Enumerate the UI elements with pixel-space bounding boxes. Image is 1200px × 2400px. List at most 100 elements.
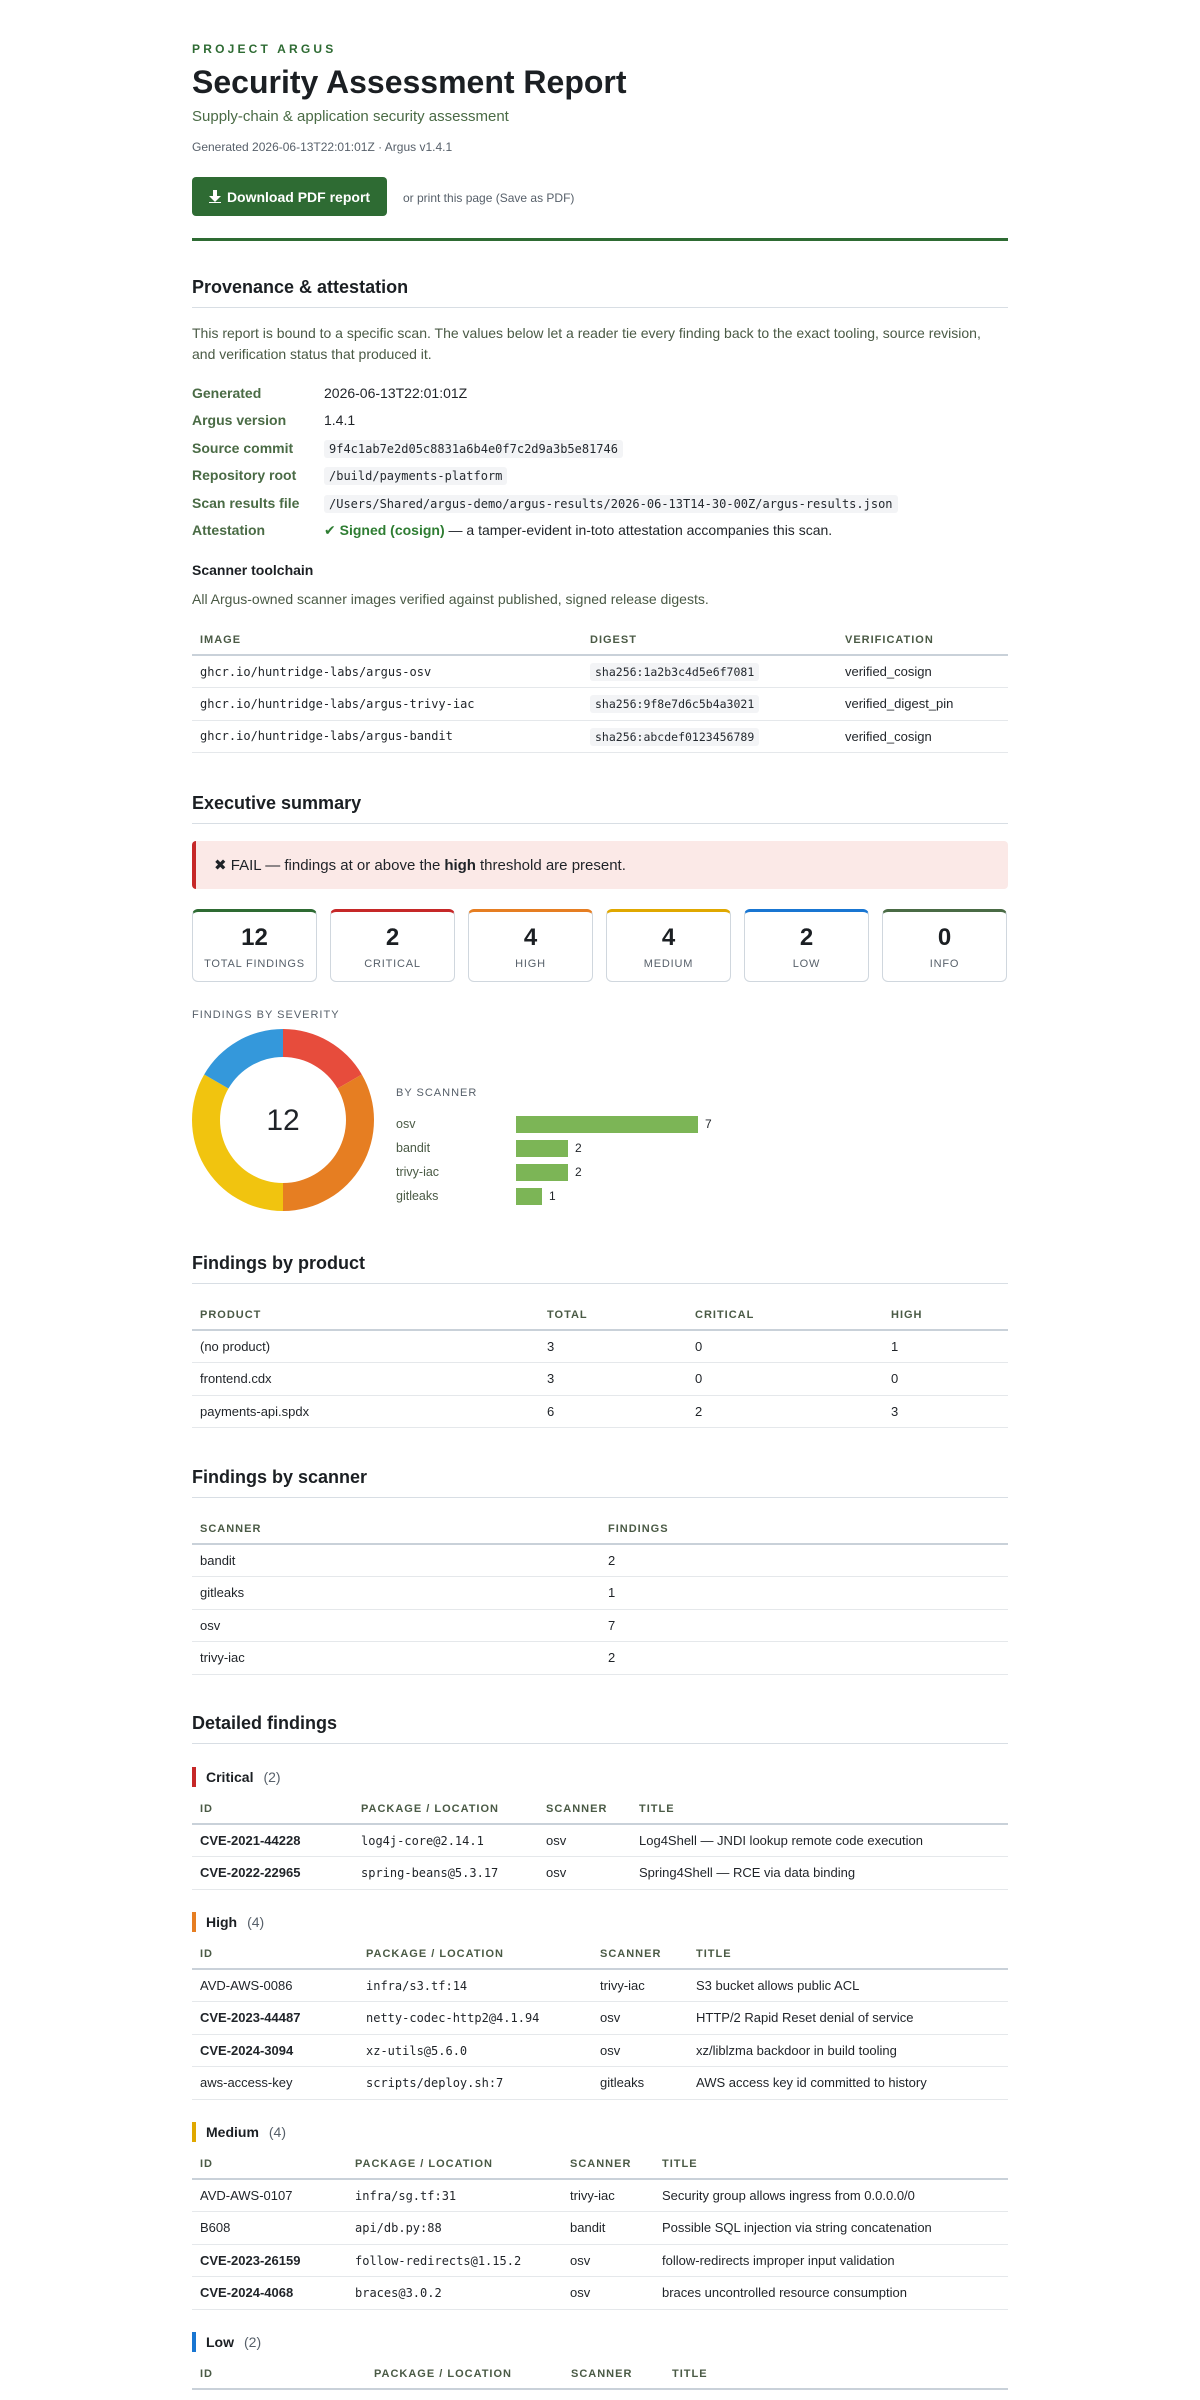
finding-package: xz-utils@5.6.0 — [366, 2043, 468, 2058]
finding-package: api/db.py:88 — [355, 2221, 442, 2236]
column-header: TITLE — [688, 1939, 1008, 1970]
group-count: (4) — [247, 1914, 265, 1930]
critical-cell: 0 — [687, 1330, 883, 1363]
column-header: FINDINGS — [600, 1514, 1008, 1545]
finding-scanner: osv — [562, 2244, 654, 2277]
finding-id: CVE-2023-26159 — [192, 2244, 347, 2277]
high-cell: 1 — [883, 1330, 1008, 1363]
group-label: High — [206, 1914, 238, 1930]
fail-suffix: threshold are present. — [479, 856, 626, 874]
card-label: Critical — [364, 957, 421, 970]
field-key: Source commit — [192, 439, 294, 456]
product-cell: (no product) — [192, 1330, 539, 1363]
column-header: PACKAGE / LOCATION — [358, 1939, 592, 1970]
finding-scanner: osv — [538, 1824, 631, 1857]
column-header: SCANNER — [192, 1514, 600, 1545]
card-value: 4 — [523, 923, 538, 951]
download-pdf-button[interactable]: Download PDF report — [192, 177, 387, 216]
table-row: CVE-2022-22965 spring-beans@5.3.17 osv S… — [192, 1856, 1008, 1890]
findings-cell: 2 — [600, 1641, 1008, 1675]
critical-group-heading: Critical (2) — [192, 1767, 281, 1787]
finding-id: AVD-AWS-0107 — [192, 2179, 347, 2212]
print-hint: or print this page (Save as PDF) — [403, 191, 575, 205]
table-row: osv 7 — [192, 1609, 1008, 1642]
table-row: ghcr.io/huntridge-labs/argus-osv sha256:… — [192, 655, 1008, 688]
finding-package: braces@3.0.2 — [355, 2286, 442, 2301]
finding-scanner: osv — [592, 2001, 688, 2035]
bar-label: osv — [396, 1117, 416, 1131]
bar-label: trivy-iac — [396, 1165, 440, 1179]
finding-id: CVE-2021-44228 — [192, 1824, 353, 1857]
table-row: AVD-AWS-0086 infra/s3.tf:14 trivy-iac S3… — [192, 1969, 1008, 2002]
column-header: TITLE — [654, 2149, 1008, 2180]
column-header: TITLE — [631, 1794, 1008, 1825]
bar-label: bandit — [396, 1141, 431, 1155]
finding-scanner: trivy-iac — [562, 2179, 654, 2212]
column-header: SCANNER — [538, 1794, 631, 1825]
scanner-cell: trivy-iac — [192, 1641, 600, 1675]
summary-heading: Executive summary — [192, 793, 1008, 824]
column-header: PRODUCT — [192, 1300, 539, 1331]
finding-package: log4j-core@2.14.1 — [361, 1834, 484, 1848]
column-header: PACKAGE / LOCATION — [347, 2149, 562, 2180]
finding-package: infra/s3.tf:14 — [366, 1979, 468, 1993]
low-findings-table: ID PACKAGE / LOCATION SCANNER TITLE — [192, 2359, 1008, 2390]
finding-scanner: osv — [562, 2276, 654, 2310]
bar-value: 7 — [705, 1117, 712, 1131]
critical-findings-table: ID PACKAGE / LOCATION SCANNER TITLE CVE-… — [192, 1794, 1008, 1890]
column-header: VERIFICATION — [837, 625, 1008, 656]
card-value: 2 — [799, 923, 814, 951]
column-header: TOTAL — [539, 1300, 687, 1331]
bar-osv — [516, 1115, 698, 1133]
scanner-cell: osv — [192, 1609, 600, 1642]
finding-title: S3 bucket allows public ACL — [688, 1969, 1008, 2002]
field-key: Repository root — [192, 467, 297, 484]
severity-donut-chart: 12 — [192, 1029, 374, 1211]
fail-banner: ✖ FAIL — findings at or above the high t… — [192, 841, 1008, 889]
finding-scanner: bandit — [562, 2211, 654, 2245]
field-source-commit: Source commit 9f4c1ab7e2d05c8831a6b4e0f7… — [192, 434, 1008, 462]
header-divider — [192, 238, 1008, 241]
finding-id: CVE-2024-3094 — [192, 2034, 358, 2067]
provenance-fields: Generated 2026-06-13T22:01:01Z Argus ver… — [192, 379, 1008, 544]
finding-package: infra/sg.tf:31 — [355, 2189, 457, 2203]
table-row: aws-access-key scripts/deploy.sh:7 gitle… — [192, 2066, 1008, 2100]
table-row: trivy-iac 2 — [192, 1641, 1008, 1675]
scanner-chart-caption: BY SCANNER — [396, 1087, 478, 1099]
product-cell: payments-api.spdx — [192, 1395, 539, 1428]
bar-gitleaks — [516, 1187, 542, 1205]
high-cell: 0 — [883, 1362, 1008, 1396]
column-header: IMAGE — [192, 625, 582, 656]
card-label: Info — [929, 957, 960, 970]
finding-title: Security group allows ingress from 0.0.0… — [654, 2179, 1008, 2212]
table-row: CVE-2024-4068 braces@3.0.2 osv braces un… — [192, 2276, 1008, 2310]
card-medium: 4 Medium — [606, 909, 731, 982]
column-header: DIGEST — [582, 625, 837, 656]
group-count: (2) — [244, 2334, 262, 2350]
group-label: Low — [206, 2334, 234, 2350]
field-value: 9f4c1ab7e2d05c8831a6b4e0f7c2d9a3b5e81746 — [324, 439, 623, 458]
provenance-heading: Provenance & attestation — [192, 277, 1008, 308]
by-product-heading: Findings by product — [192, 1253, 1008, 1284]
field-repository-root: Repository root /build/payments-platform — [192, 462, 1008, 490]
table-row: CVE-2021-44228 log4j-core@2.14.1 osv Log… — [192, 1824, 1008, 1857]
card-label: Medium — [643, 957, 694, 970]
group-count: (2) — [263, 1769, 281, 1785]
finding-id: B608 — [192, 2211, 347, 2245]
medium-findings-table: ID PACKAGE / LOCATION SCANNER TITLE AVD-… — [192, 2149, 1008, 2310]
column-header: TITLE — [664, 2359, 1008, 2390]
table-row: ghcr.io/huntridge-labs/argus-trivy-iac s… — [192, 687, 1008, 721]
bar-row-osv: osv 7 — [396, 1112, 796, 1136]
finding-title: xz/liblzma backdoor in build tooling — [688, 2034, 1008, 2067]
high-group-heading: High (4) — [192, 1912, 264, 1932]
bar-bandit — [516, 1139, 568, 1157]
verification-cell: verified_cosign — [837, 655, 1008, 688]
column-header: CRITICAL — [687, 1300, 883, 1331]
donut-slice-high — [283, 1074, 374, 1211]
card-label: Total findings — [204, 957, 305, 970]
verification-cell: verified_digest_pin — [837, 687, 1008, 721]
toolchain-table: IMAGE DIGEST VERIFICATION ghcr.io/huntri… — [192, 625, 1008, 753]
finding-id: AVD-AWS-0086 — [192, 1969, 358, 2002]
column-header: ID — [192, 2149, 347, 2180]
table-row: CVE-2024-3094 xz-utils@5.6.0 osv xz/libl… — [192, 2034, 1008, 2067]
